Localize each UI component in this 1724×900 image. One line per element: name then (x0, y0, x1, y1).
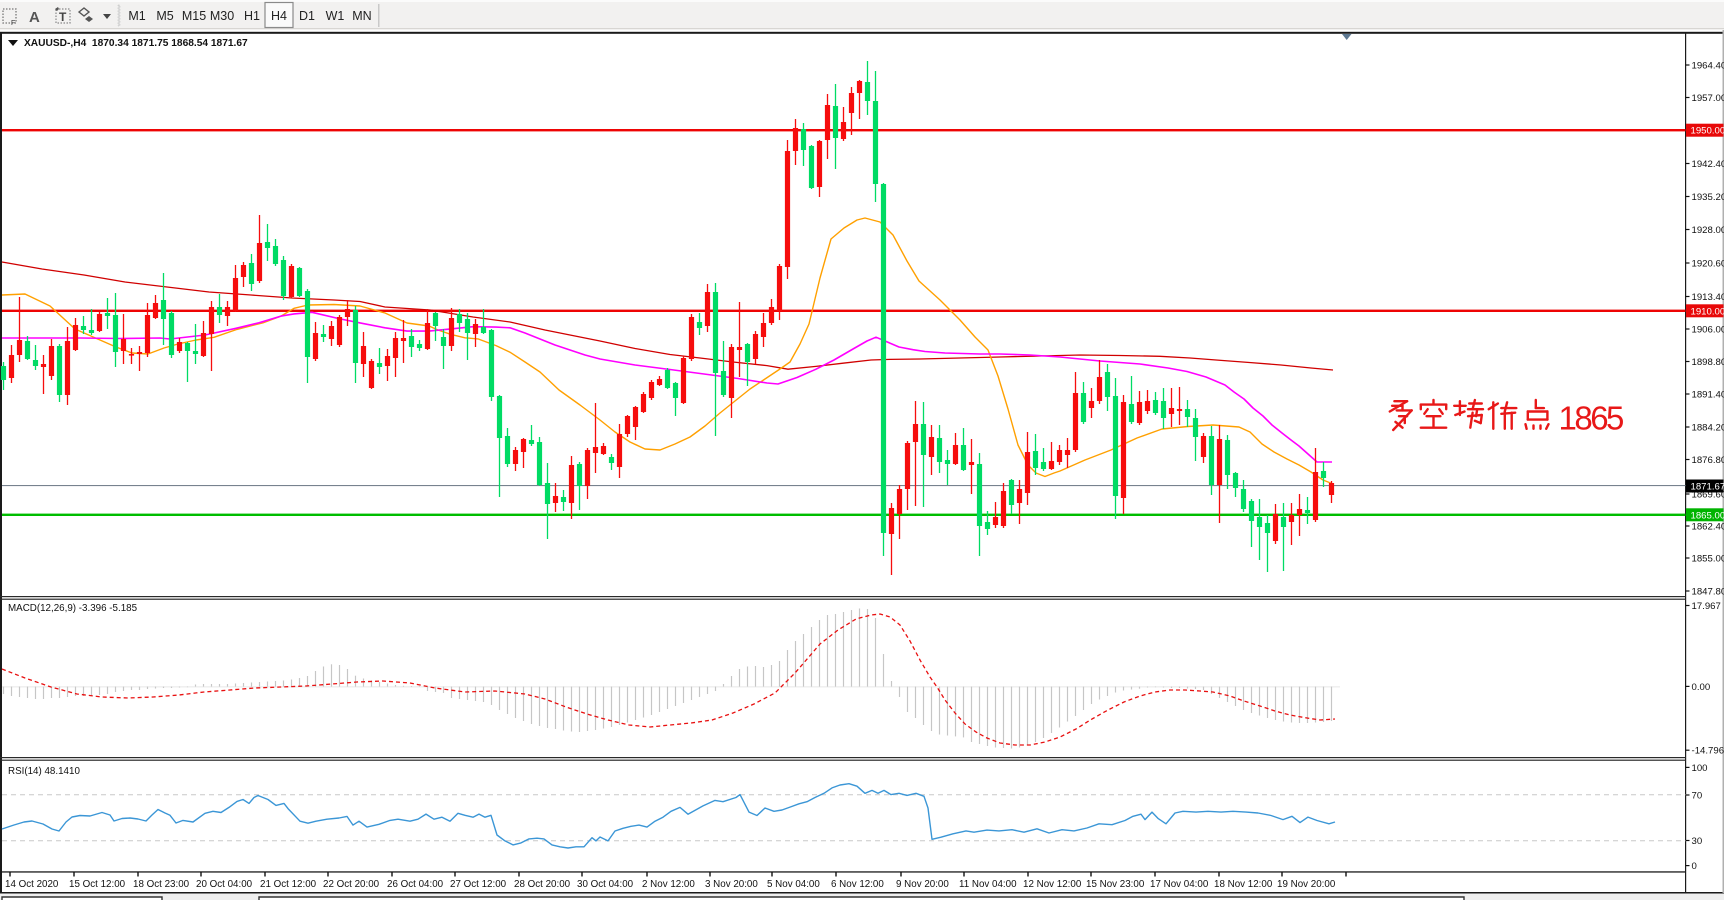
svg-text:1847.80: 1847.80 (1692, 587, 1724, 598)
svg-text:5 Nov 04:00: 5 Nov 04:00 (767, 879, 820, 890)
svg-text:21 Oct 12:00: 21 Oct 12:00 (260, 879, 317, 890)
svg-text:H4: H4 (271, 9, 287, 23)
svg-text:A: A (29, 9, 40, 26)
svg-text:-14.796: -14.796 (1692, 746, 1724, 757)
svg-text:26 Oct 04:00: 26 Oct 04:00 (387, 879, 444, 890)
svg-text:28 Oct 20:00: 28 Oct 20:00 (514, 879, 571, 890)
svg-text:17 Nov 04:00: 17 Nov 04:00 (1150, 879, 1209, 890)
svg-text:1891.40: 1891.40 (1692, 390, 1724, 401)
svg-text:XAUUSD-,H4 1870.34 1871.75 18: XAUUSD-,H4 1870.34 1871.75 1868.54 1871.… (24, 38, 248, 49)
svg-text:15 Oct 12:00: 15 Oct 12:00 (69, 879, 126, 890)
svg-text:22 Oct 20:00: 22 Oct 20:00 (323, 879, 380, 890)
svg-text:MN: MN (352, 9, 371, 23)
svg-text:RSI(14) 48.1410: RSI(14) 48.1410 (8, 766, 80, 777)
svg-text:30: 30 (1692, 836, 1703, 847)
svg-text:1957.00: 1957.00 (1692, 93, 1724, 104)
svg-text:T: T (59, 10, 67, 24)
svg-text:M1: M1 (128, 9, 145, 23)
svg-text:30 Oct 04:00: 30 Oct 04:00 (577, 879, 634, 890)
svg-text:M30: M30 (210, 9, 234, 23)
svg-text:1898.80: 1898.80 (1692, 357, 1724, 368)
svg-text:6 Nov 12:00: 6 Nov 12:00 (831, 879, 884, 890)
svg-text:2 Nov 12:00: 2 Nov 12:00 (642, 879, 695, 890)
svg-text:14 Oct 2020: 14 Oct 2020 (5, 879, 59, 890)
svg-text:3 Nov 20:00: 3 Nov 20:00 (705, 879, 758, 890)
svg-text:1910.00: 1910.00 (1691, 306, 1724, 317)
svg-text:1869.60: 1869.60 (1692, 490, 1724, 501)
svg-text:1942.40: 1942.40 (1692, 159, 1724, 170)
svg-text:1884.20: 1884.20 (1692, 423, 1724, 434)
svg-text:27 Oct 12:00: 27 Oct 12:00 (450, 879, 507, 890)
svg-text:19 Nov 20:00: 19 Nov 20:00 (1277, 879, 1336, 890)
svg-text:20 Oct 04:00: 20 Oct 04:00 (196, 879, 253, 890)
svg-text:1871.67: 1871.67 (1691, 482, 1724, 493)
svg-text:12 Nov 12:00: 12 Nov 12:00 (1023, 879, 1082, 890)
svg-text:100: 100 (1692, 763, 1708, 774)
svg-text:F: F (11, 20, 15, 27)
svg-text:15 Nov 23:00: 15 Nov 23:00 (1086, 879, 1145, 890)
svg-text:18 Oct 23:00: 18 Oct 23:00 (133, 879, 190, 890)
svg-text:1865.00: 1865.00 (1691, 510, 1724, 521)
svg-text:1920.60: 1920.60 (1692, 259, 1724, 270)
svg-text:1950.00: 1950.00 (1691, 126, 1724, 137)
svg-text:D1: D1 (299, 9, 315, 23)
svg-text:1928.00: 1928.00 (1692, 225, 1724, 236)
svg-text:1865: 1865 (1559, 400, 1624, 437)
svg-text:1855.00: 1855.00 (1692, 554, 1724, 565)
svg-text:1913.40: 1913.40 (1692, 292, 1724, 303)
svg-text:17.967: 17.967 (1692, 601, 1721, 612)
svg-text:MACD(12,26,9) -3.396 -5.185: MACD(12,26,9) -3.396 -5.185 (8, 603, 138, 614)
svg-text:1862.40: 1862.40 (1692, 522, 1724, 533)
svg-text:1876.80: 1876.80 (1692, 455, 1724, 466)
svg-text:1935.20: 1935.20 (1692, 192, 1724, 203)
svg-text:9 Nov 20:00: 9 Nov 20:00 (896, 879, 949, 890)
svg-text:1906.00: 1906.00 (1692, 325, 1724, 336)
svg-text:70: 70 (1692, 791, 1703, 802)
svg-text:W1: W1 (326, 9, 345, 23)
svg-text:M15: M15 (182, 9, 206, 23)
svg-text:0.00: 0.00 (1692, 682, 1711, 693)
svg-text:1964.40: 1964.40 (1692, 61, 1724, 72)
svg-text:18 Nov 12:00: 18 Nov 12:00 (1214, 879, 1273, 890)
svg-text:11 Nov 04:00: 11 Nov 04:00 (959, 879, 1017, 890)
svg-text:M5: M5 (156, 9, 173, 23)
svg-text:H1: H1 (244, 9, 260, 23)
svg-text:0: 0 (1692, 861, 1697, 872)
